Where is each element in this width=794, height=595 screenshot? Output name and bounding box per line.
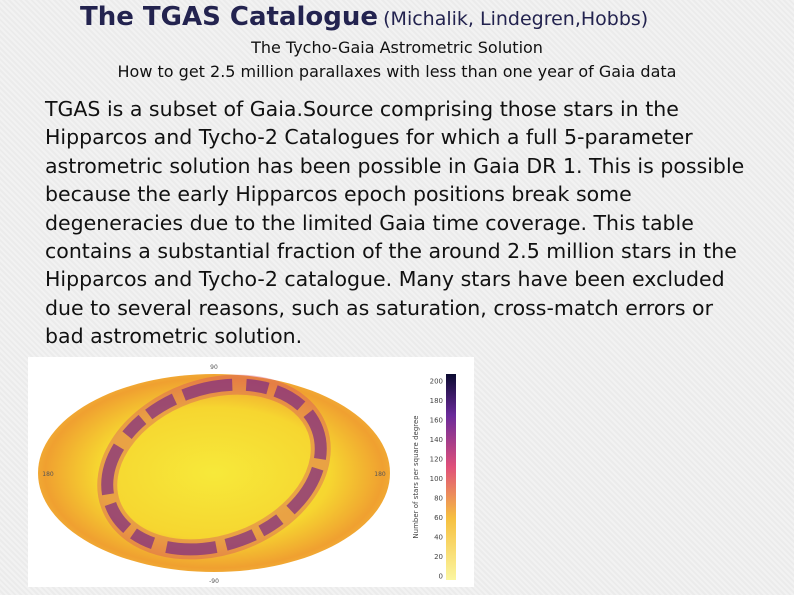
colorbar-tick-label: 60 [434,514,443,522]
map-label: 180 [42,471,54,478]
map-label: -90 [209,578,219,585]
paragraph-line: bad astrometric solution. [45,324,303,349]
colorbar-tick-label: 160 [430,417,443,425]
paragraph-line: Hipparcos and Tycho-2 catalogue. Many st… [45,267,725,292]
title-row: The TGAS Catalogue (Michalik, Lindegren,… [80,2,648,32]
colorbar-tick-label: 140 [430,436,443,444]
colorbar-tick-label: 20 [434,553,443,561]
colorbar-tick-label: 180 [430,397,443,405]
paragraph-line: contains a substantial fraction of the a… [45,239,737,264]
paragraph-line: due to several reasons, such as saturati… [45,295,714,320]
paragraph-line: astrometric solution has been possible i… [45,153,745,178]
paragraph: TGAS is a subset of Gaia.Source comprisi… [45,95,744,351]
paragraph-line: TGAS is a subset of Gaia.Source comprisi… [45,97,679,121]
paragraph-line: Hipparcos and Tycho-2 Catalogues for whi… [45,125,693,150]
subtitle: The Tycho-Gaia Astrometric Solution [251,38,543,57]
colorbar-tick-label: 0 [439,573,443,581]
colorbar-label: Number of stars per square degree [412,415,420,538]
colorbar-tick-label: 100 [430,475,443,483]
sky-map-figure: 90 -90 180 180 Number of stars per squar… [28,357,474,587]
colorbar-tick-label: 40 [434,534,443,542]
authors: (Michalik, Lindegren,Hobbs) [383,8,649,30]
galactic-plane-band [101,378,327,556]
tagline: How to get 2.5 million parallaxes with l… [117,62,677,81]
colorbar-tick-label: 120 [430,456,443,464]
paragraph-line: because the early Hipparcos epoch positi… [45,182,632,207]
paragraph-line: degeneracies due to the limited Gaia tim… [45,210,694,235]
colorbar-tick-label: 200 [430,378,443,386]
map-label: 90 [210,364,218,371]
colorbar-tick-label: 80 [434,495,443,503]
colorbar-ticks: 0 20 40 60 80 100 120 140 160 180 200 [430,378,443,581]
galactic-plane-halo [97,374,331,560]
title: The TGAS Catalogue [80,2,379,32]
map-label: 180 [374,471,386,478]
colorbar [446,374,456,580]
